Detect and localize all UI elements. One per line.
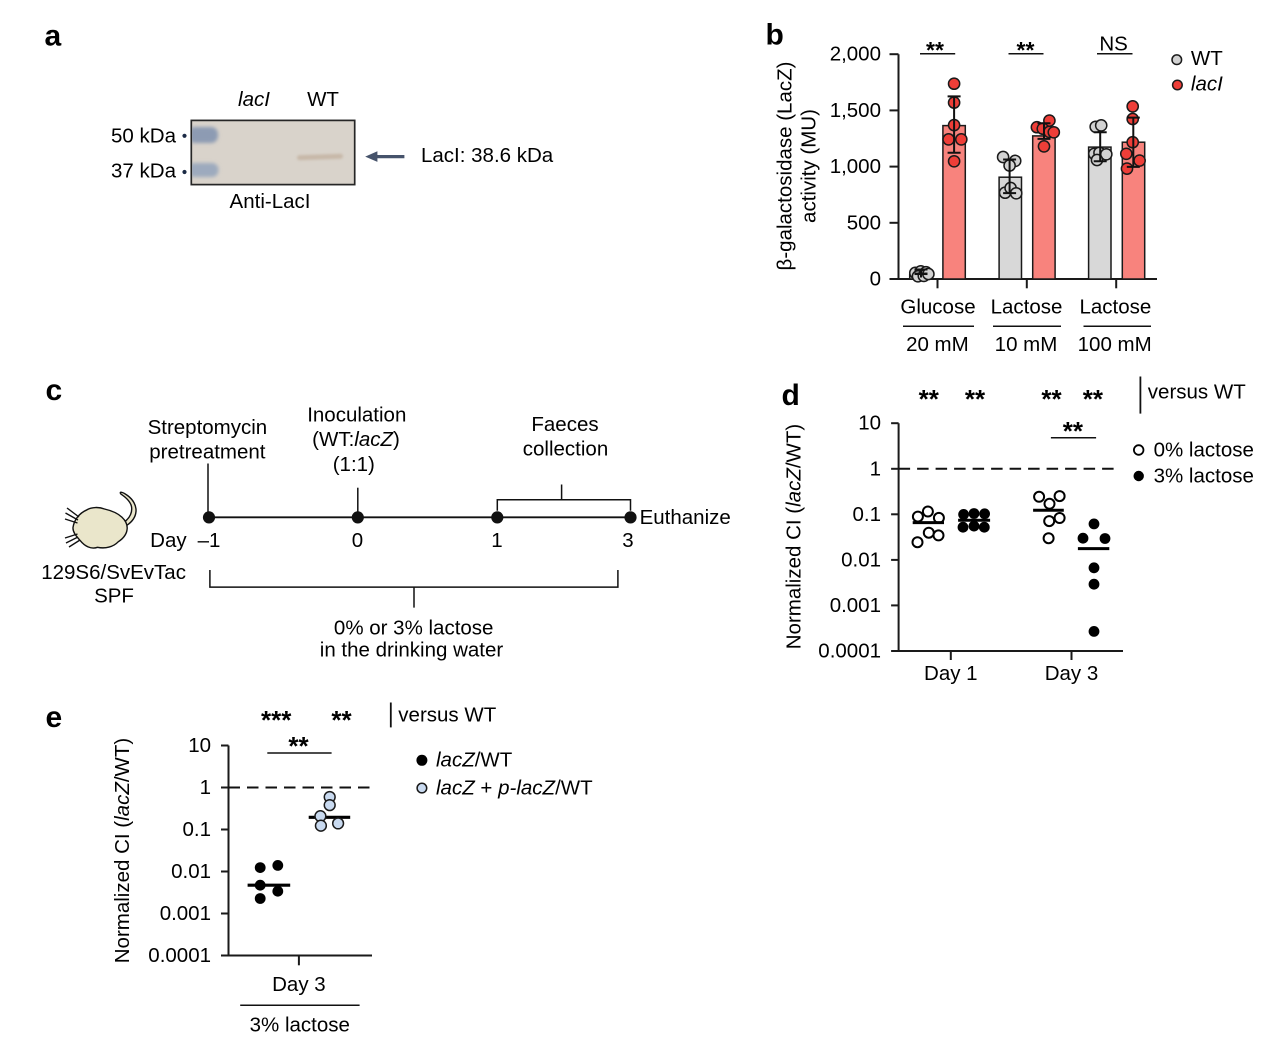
- svg-text:0.001: 0.001: [160, 902, 211, 925]
- svg-text:b: b: [766, 19, 784, 52]
- svg-text:3% lactose: 3% lactose: [1154, 464, 1254, 487]
- svg-text:1: 1: [200, 776, 211, 799]
- svg-text:–1: –1: [198, 529, 221, 552]
- svg-text:Normalized CI (lacZ/WT): Normalized CI (lacZ/WT): [783, 424, 806, 650]
- svg-text:1: 1: [870, 457, 881, 480]
- svg-text:Day 1: Day 1: [924, 662, 978, 685]
- svg-text:**: **: [919, 384, 940, 414]
- svg-text:lacI: lacI: [238, 88, 270, 111]
- svg-text:Day: Day: [150, 529, 187, 552]
- svg-text:**: **: [1041, 384, 1062, 414]
- svg-text:versus WT: versus WT: [398, 703, 496, 726]
- svg-text:0: 0: [870, 268, 881, 291]
- svg-text:0: 0: [352, 529, 363, 552]
- svg-text:2,000: 2,000: [830, 43, 881, 66]
- svg-text:0.01: 0.01: [171, 860, 211, 883]
- svg-text:**: **: [965, 384, 986, 414]
- svg-text:50 kDa: 50 kDa: [111, 124, 177, 147]
- svg-text:Normalized CI (lacZ/WT): Normalized CI (lacZ/WT): [111, 738, 134, 964]
- svg-text:0.001: 0.001: [830, 594, 881, 617]
- svg-text:**: **: [926, 37, 944, 63]
- svg-text:10: 10: [858, 412, 881, 435]
- svg-text:***: ***: [261, 705, 292, 735]
- svg-text:**: **: [1083, 384, 1104, 414]
- svg-text:Day 3: Day 3: [1045, 662, 1099, 685]
- svg-text:0% or 3% lactose: 0% or 3% lactose: [334, 616, 494, 639]
- svg-text:129S6/SvEvTac: 129S6/SvEvTac: [41, 561, 186, 584]
- svg-text:Euthanize: Euthanize: [640, 506, 731, 529]
- svg-text:Streptomycin: Streptomycin: [148, 416, 268, 439]
- svg-text:500: 500: [847, 211, 881, 234]
- svg-text:NS: NS: [1099, 33, 1127, 56]
- svg-text:0.0001: 0.0001: [148, 944, 211, 967]
- svg-text:1: 1: [491, 529, 502, 552]
- svg-text:20 mM: 20 mM: [906, 333, 969, 356]
- svg-text:activity (MU): activity (MU): [798, 109, 821, 223]
- svg-text:a: a: [45, 20, 62, 53]
- svg-text:10 mM: 10 mM: [995, 333, 1058, 356]
- svg-text:Day 3: Day 3: [272, 973, 326, 996]
- svg-text:c: c: [46, 374, 63, 407]
- svg-text:0.01: 0.01: [841, 548, 881, 571]
- svg-text:pretreatment: pretreatment: [149, 441, 266, 464]
- svg-text:versus WT: versus WT: [1148, 380, 1246, 403]
- svg-text:Lactose: Lactose: [991, 295, 1063, 318]
- svg-text:WT: WT: [307, 88, 339, 111]
- svg-text:β-galactosidase (LacZ): β-galactosidase (LacZ): [774, 62, 797, 271]
- svg-text:Faeces: Faeces: [531, 413, 598, 436]
- svg-text:Lactose: Lactose: [1079, 295, 1151, 318]
- svg-text:SPF: SPF: [94, 585, 134, 608]
- svg-text:collection: collection: [523, 437, 608, 460]
- svg-text:LacI: 38.6 kDa: LacI: 38.6 kDa: [421, 144, 554, 167]
- svg-text:0.0001: 0.0001: [818, 640, 881, 663]
- svg-text:(WT:lacZ): (WT:lacZ): [312, 428, 400, 451]
- svg-text:0.1: 0.1: [183, 818, 212, 841]
- svg-text:lacZ + p-lacZ/WT: lacZ + p-lacZ/WT: [436, 776, 593, 799]
- svg-text:WT: WT: [1191, 47, 1223, 70]
- svg-text:**: **: [1063, 416, 1084, 446]
- svg-text:Glucose: Glucose: [900, 295, 975, 318]
- svg-text:10: 10: [188, 734, 211, 757]
- svg-text:e: e: [46, 701, 63, 734]
- svg-text:in the drinking water: in the drinking water: [320, 639, 504, 662]
- svg-text:0.1: 0.1: [853, 503, 882, 526]
- svg-text:1,000: 1,000: [830, 155, 881, 178]
- svg-text:lacZ/WT: lacZ/WT: [436, 749, 513, 772]
- svg-text:lacI: lacI: [1191, 73, 1223, 96]
- svg-text:**: **: [1017, 37, 1035, 63]
- svg-text:1,500: 1,500: [830, 99, 881, 122]
- svg-text:Inoculation: Inoculation: [307, 404, 406, 427]
- svg-text:Anti-LacI: Anti-LacI: [230, 190, 311, 213]
- svg-text:100 mM: 100 mM: [1078, 333, 1152, 356]
- svg-text:d: d: [782, 379, 800, 412]
- svg-text:3% lactose: 3% lactose: [250, 1014, 350, 1037]
- svg-text:**: **: [331, 705, 352, 735]
- svg-text:37 kDa: 37 kDa: [111, 160, 177, 183]
- svg-text:(1:1): (1:1): [333, 453, 375, 476]
- svg-text:**: **: [288, 731, 309, 761]
- svg-text:0% lactose: 0% lactose: [1154, 439, 1254, 462]
- svg-text:3: 3: [622, 529, 633, 552]
